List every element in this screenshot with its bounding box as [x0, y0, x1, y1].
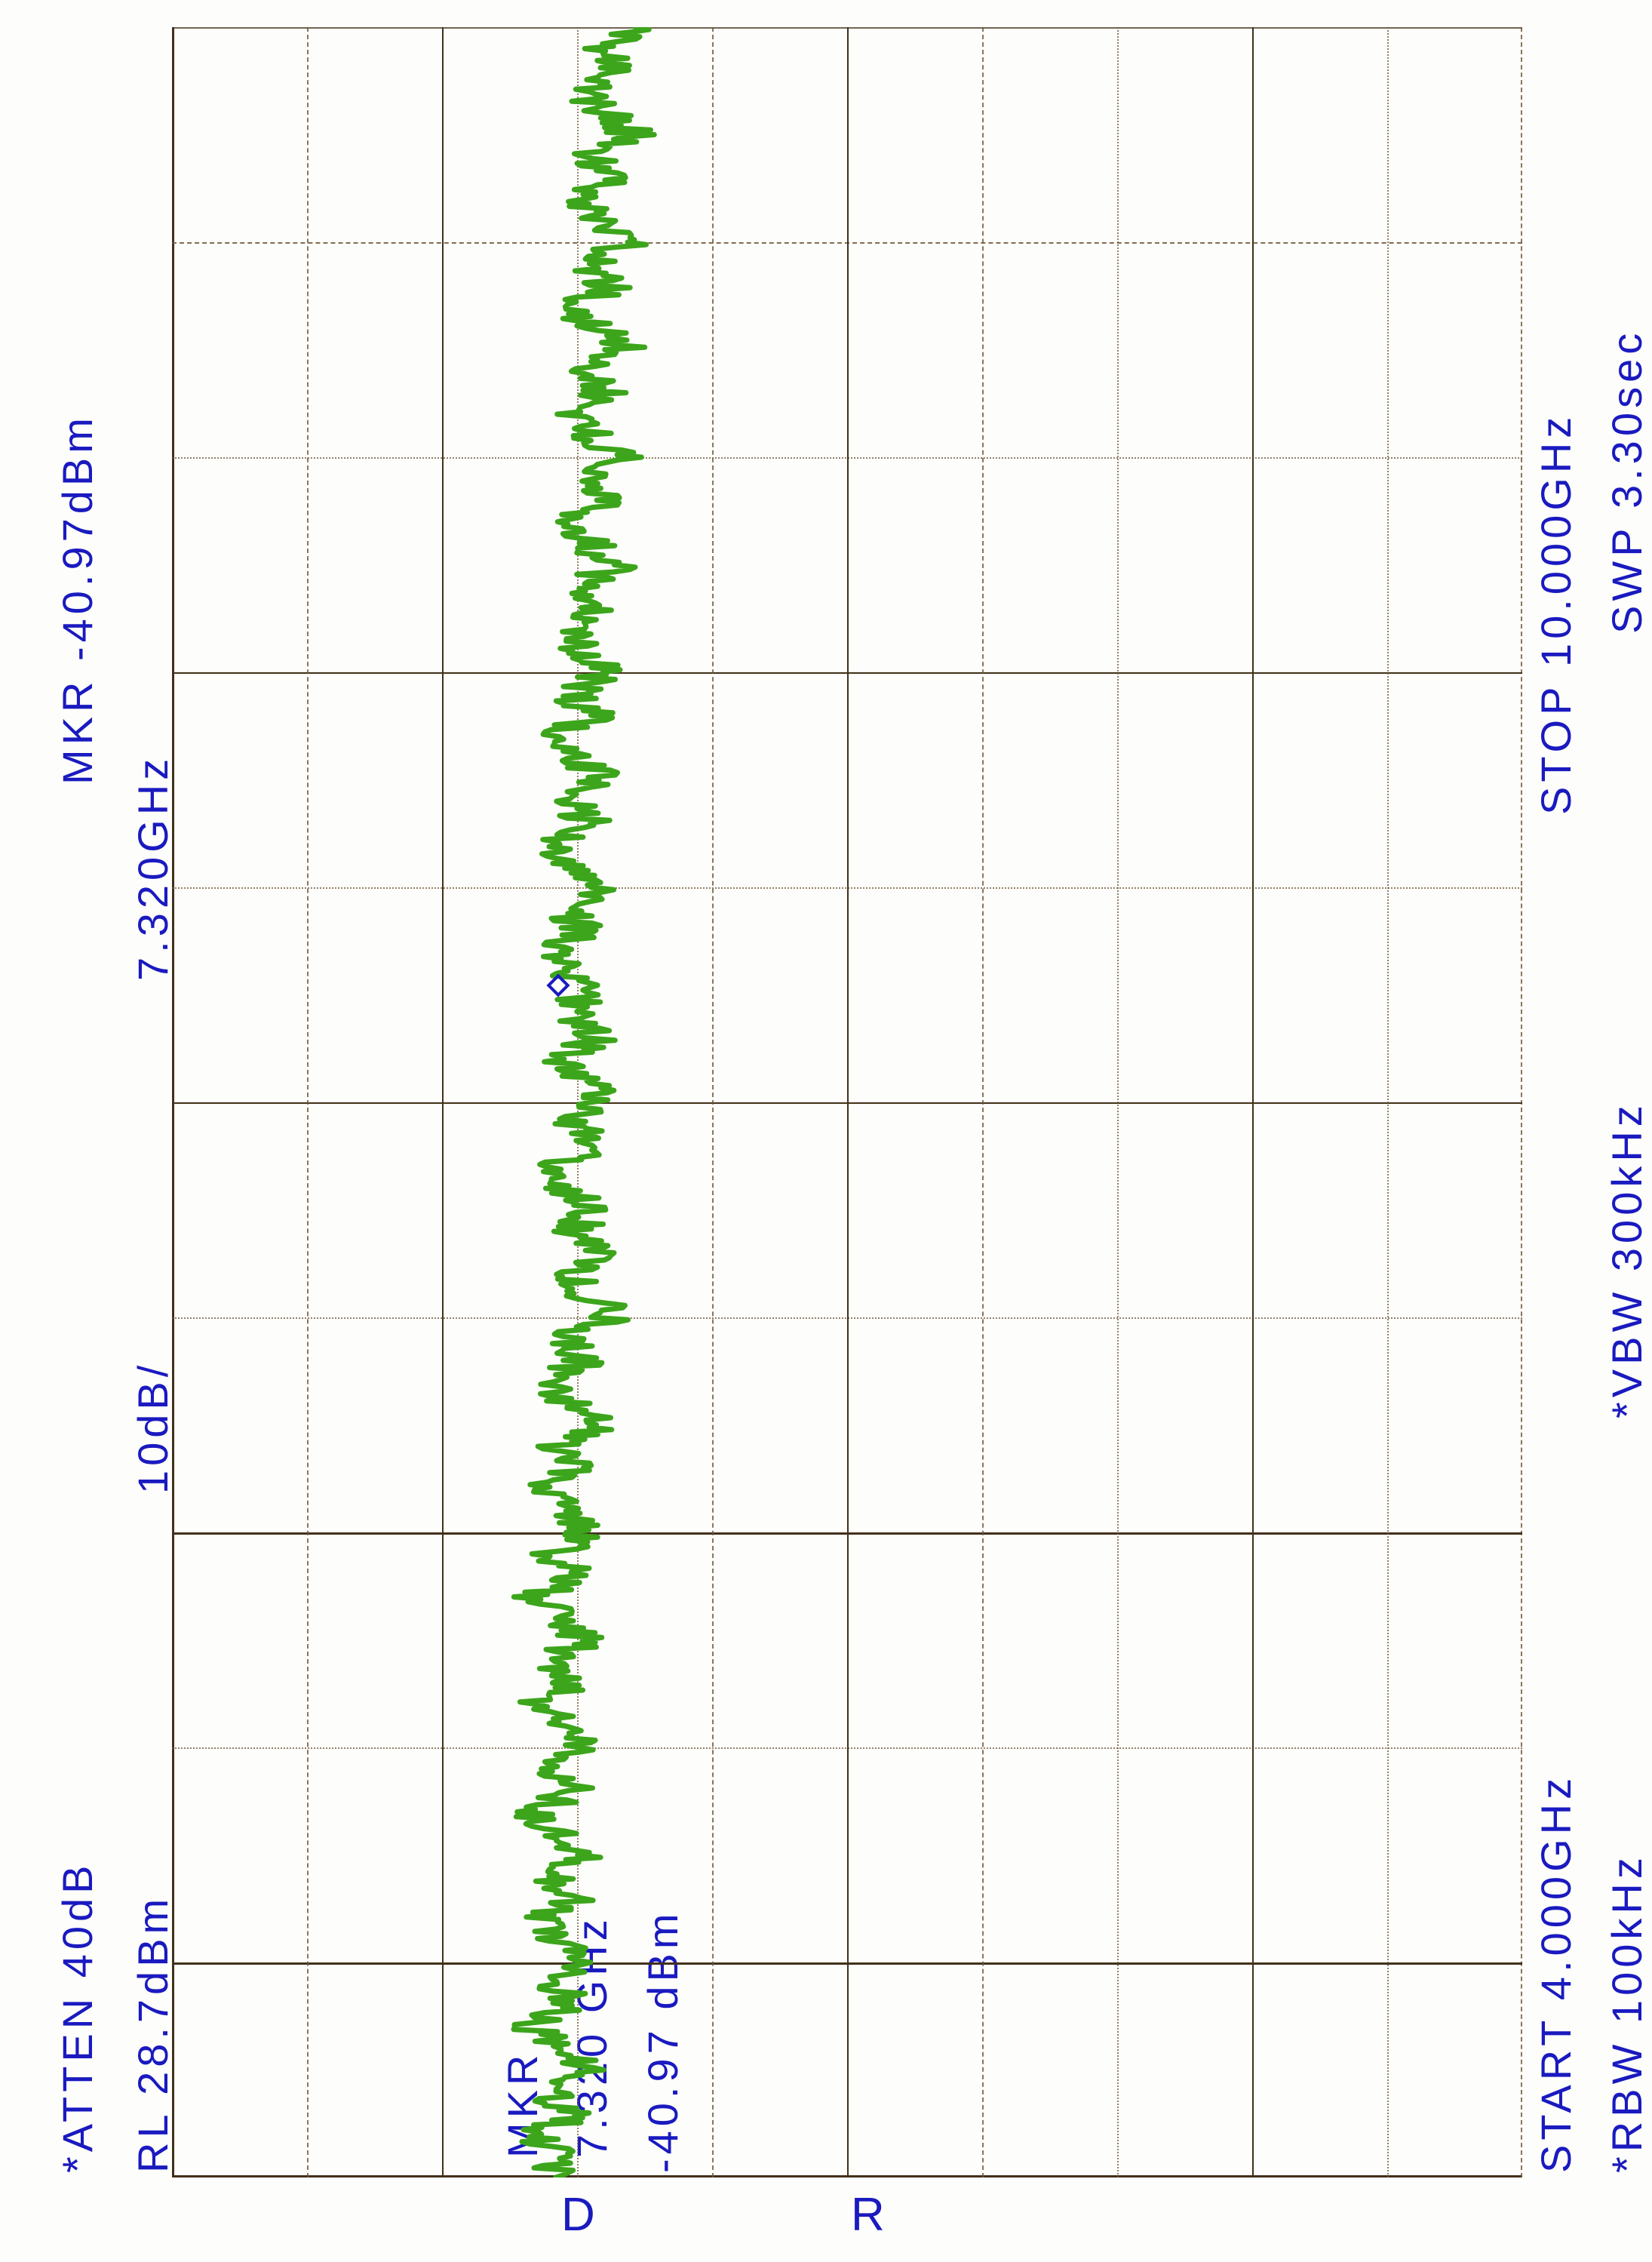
attenuation-label: *ATTEN 40dB: [54, 1861, 101, 2173]
trace-mode-r-label: R: [851, 2189, 885, 2241]
sweep-time-label: SWP 3.30sec: [1603, 328, 1650, 634]
start-frequency-label: START 4.000GHz: [1532, 1773, 1580, 2173]
reference-level-label: RL 28.7dBm: [129, 1894, 177, 2173]
marker-readout-label: MKR -40.97dBm: [54, 413, 101, 785]
marker-frequency-label: 7.320GHz: [129, 754, 177, 981]
video-bandwidth-label: *VBW 300kHz: [1603, 1101, 1650, 1418]
trace-mode-d-label: D: [561, 2189, 595, 2241]
scale-per-division-label: 10dB/: [129, 1360, 177, 1494]
resolution-bandwidth-label: *RBW 100kHz: [1603, 1853, 1650, 2173]
graticule-grid: [172, 27, 1522, 2177]
marker-diamond-icon: [546, 973, 574, 1001]
stop-frequency-label: STOP 10.000GHz: [1532, 412, 1580, 815]
